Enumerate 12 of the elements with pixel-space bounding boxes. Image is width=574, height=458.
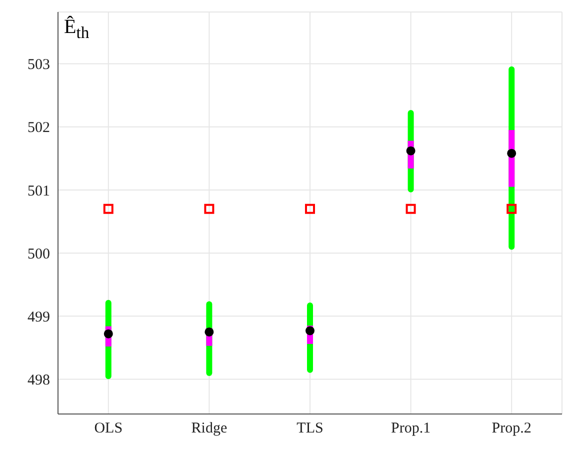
y-tick-label: 498 [28, 372, 50, 389]
y-tick-label: 501 [28, 183, 50, 200]
x-tick-label: Prop.2 [492, 420, 532, 437]
x-tick-label: TLS [296, 420, 324, 437]
x-tick-label: OLS [94, 420, 123, 437]
x-tick-label: Ridge [191, 420, 228, 437]
y-tick-label: 500 [28, 246, 50, 262]
x-tick-label: Prop.1 [391, 420, 431, 437]
y-axis-title: Ê$_{th}$ [64, 16, 90, 43]
y-tick-label: 503 [28, 57, 50, 74]
y-tick-label: 502 [28, 120, 50, 136]
y-tick-label: 499 [28, 310, 50, 326]
